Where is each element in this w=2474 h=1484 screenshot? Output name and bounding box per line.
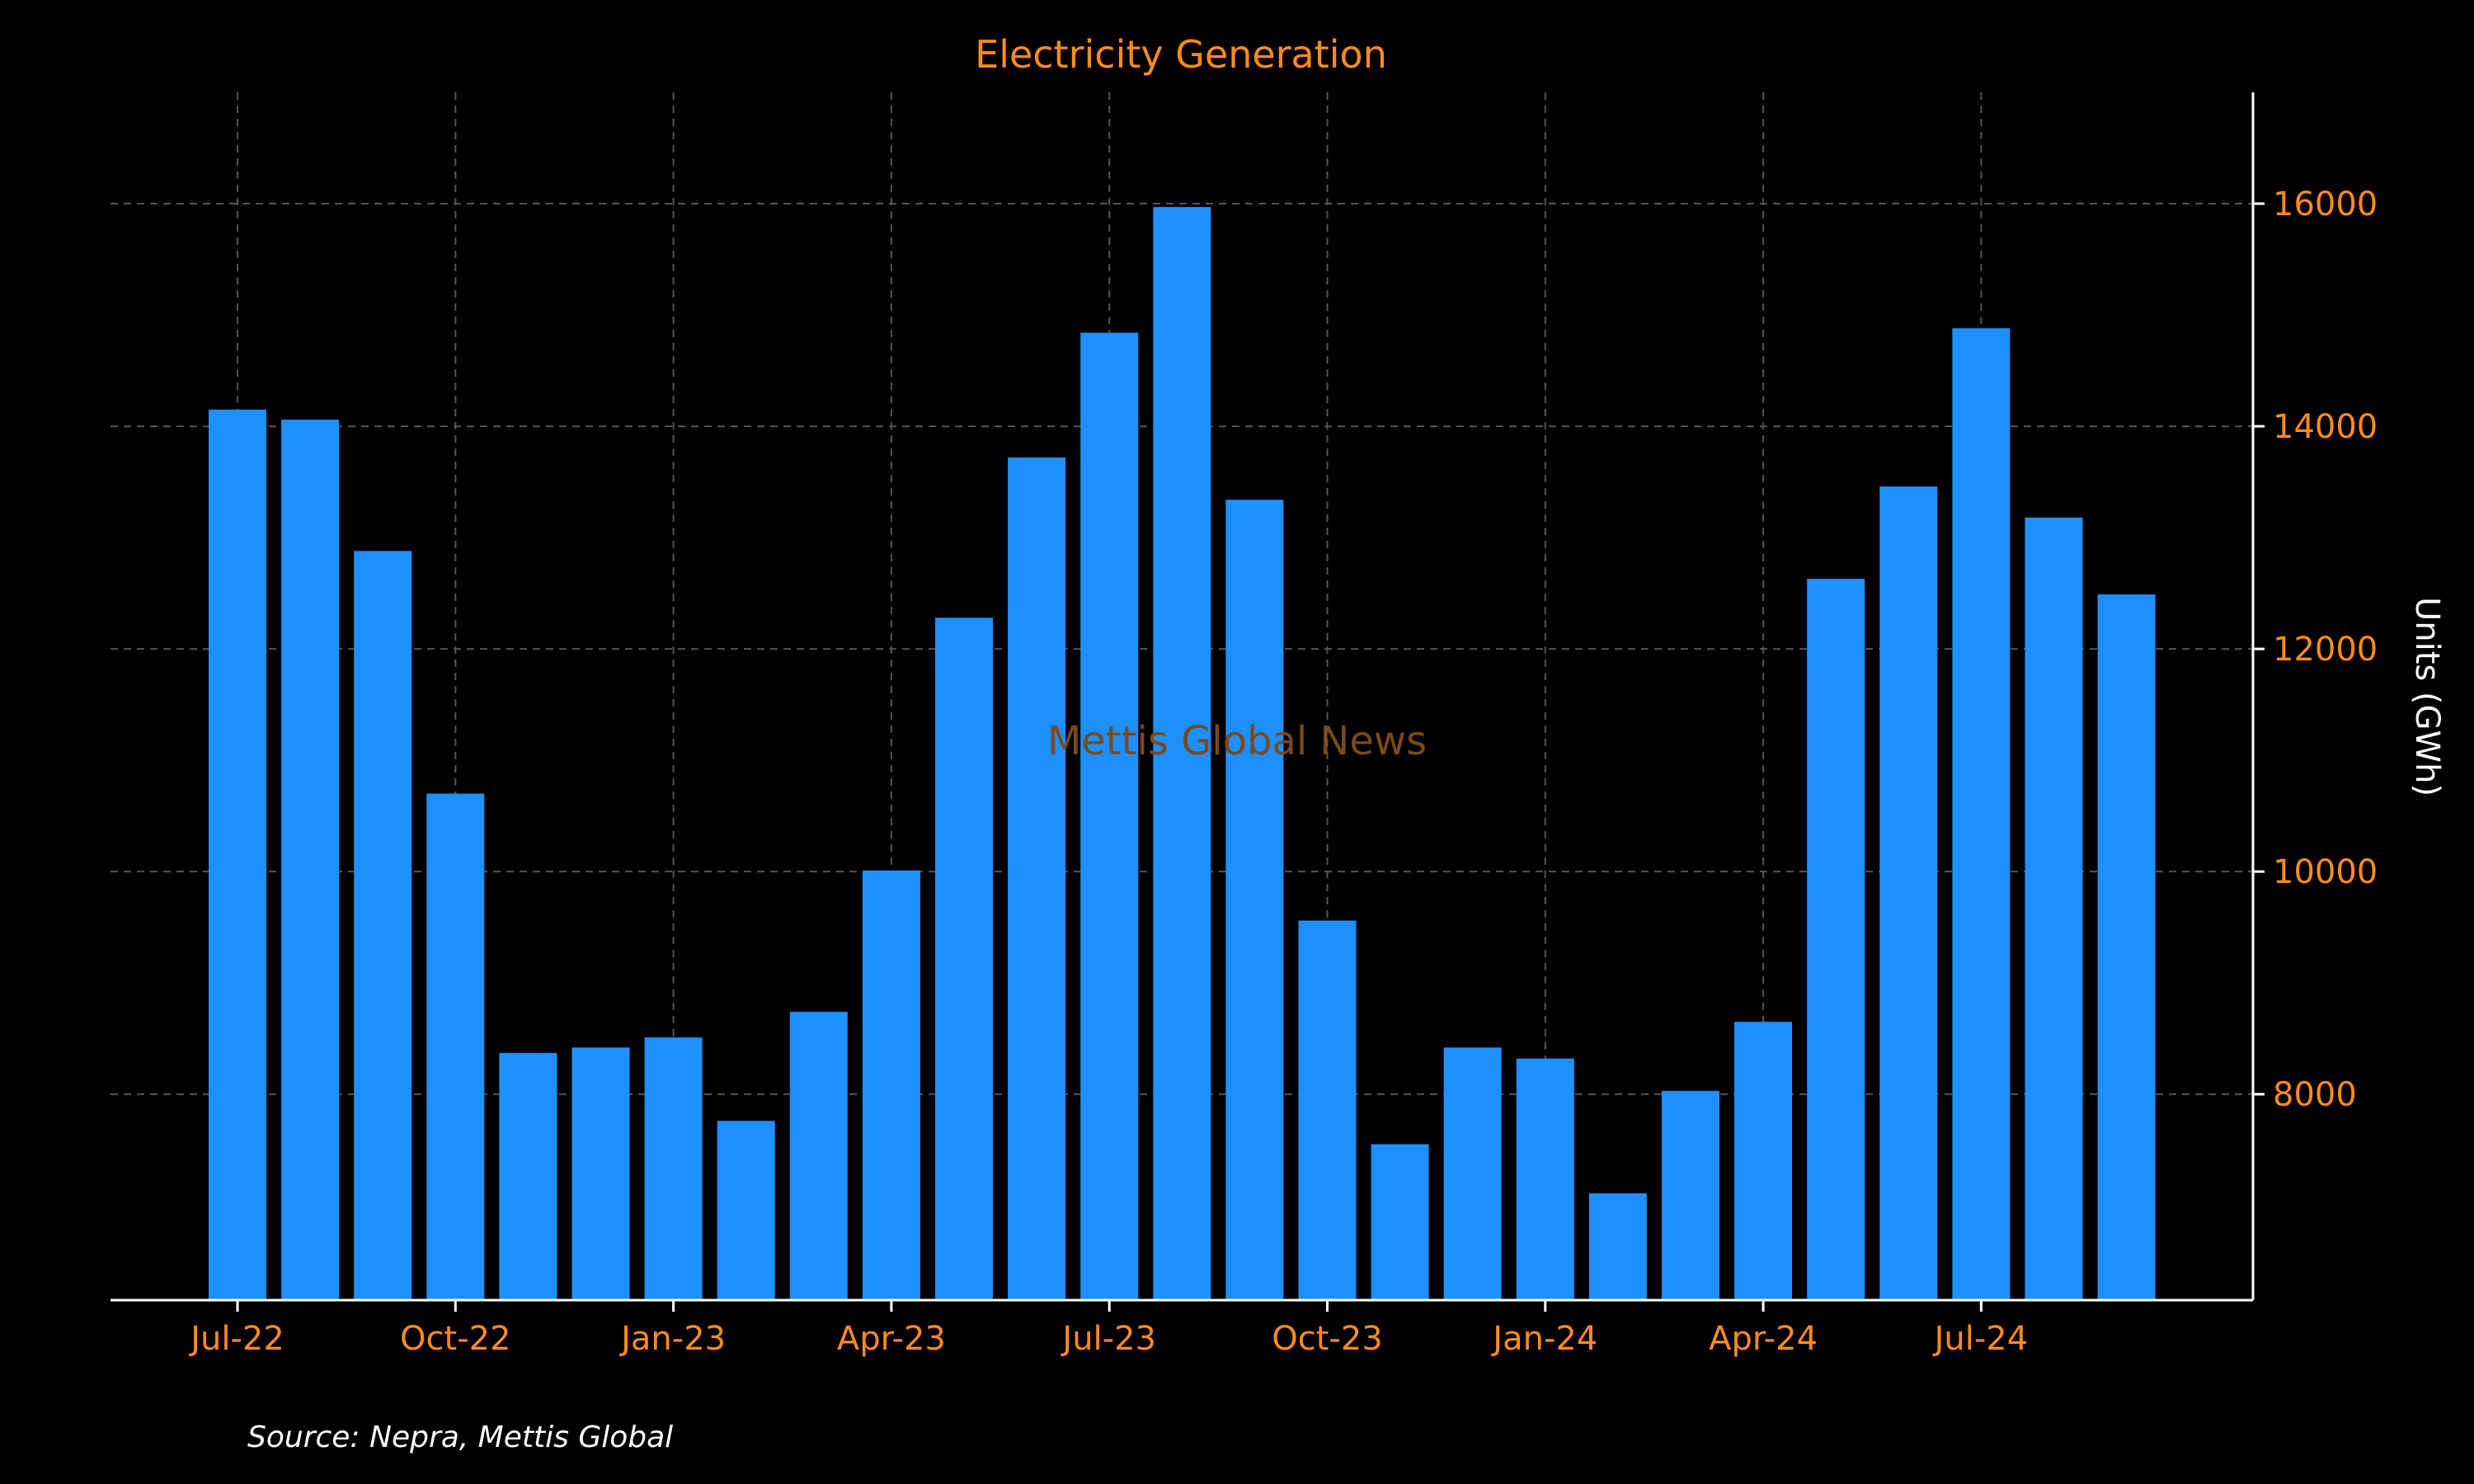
bar: [1734, 1021, 1793, 1300]
bar: [1443, 1047, 1502, 1300]
y-tick-label: 10000: [2273, 853, 2378, 891]
bar: [1371, 1144, 1429, 1300]
bar: [426, 793, 485, 1300]
bar: [1080, 332, 1139, 1301]
bar: [644, 1037, 703, 1300]
bar: [571, 1047, 630, 1300]
bar: [717, 1120, 775, 1300]
y-tick-label: 14000: [2273, 408, 2378, 446]
bar: [209, 409, 266, 1300]
x-tick-label: Jul-23: [1060, 1320, 1156, 1358]
bar: [1516, 1059, 1574, 1300]
bar: [1879, 486, 1938, 1300]
bar: [789, 1012, 848, 1300]
x-tick-label: Apr-23: [837, 1320, 946, 1358]
bar: [1952, 328, 2011, 1301]
bar: [499, 1053, 557, 1300]
y-tick-label: 12000: [2273, 631, 2378, 669]
bar: [354, 551, 412, 1300]
bar: [1298, 920, 1357, 1300]
x-axis-ticks: Jul-22 Oct-22 Jan-23 Apr-23 Jul-23 Oct-23 Jan-…: [188, 1300, 2028, 1358]
watermark: Mettis Global News: [1047, 718, 1427, 764]
bar: [1225, 500, 1284, 1300]
x-tick-label: Jan-23: [618, 1320, 726, 1358]
y-axis-ticks: 8000 10000 12000 14000 16000: [2253, 186, 2378, 1114]
bar: [935, 618, 993, 1300]
x-tick-label: Jul-24: [1932, 1320, 2029, 1358]
y-axis-label: Units (GWh): [2408, 597, 2446, 796]
bar: [1662, 1091, 1719, 1300]
bar: [1153, 207, 1211, 1301]
x-tick-label: Jul-22: [188, 1320, 285, 1358]
x-tick-label: Jan-24: [1490, 1320, 1597, 1358]
y-tick-label: 16000: [2273, 186, 2378, 223]
x-tick-label: Apr-24: [1709, 1320, 1818, 1358]
bars: [209, 207, 2156, 1301]
bar: [862, 870, 920, 1300]
bar: [281, 420, 340, 1300]
y-tick-label: 8000: [2273, 1076, 2357, 1114]
chart-title: Electricity Generation: [975, 32, 1387, 77]
bar: [1807, 579, 1865, 1300]
x-tick-label: Oct-22: [400, 1320, 511, 1358]
bar: [1008, 457, 1066, 1300]
bar: [2097, 594, 2156, 1300]
source-note: Source: Nepra, Mettis Global: [247, 1421, 673, 1454]
bar: [2025, 517, 2083, 1300]
x-tick-label: Oct-23: [1272, 1320, 1383, 1358]
bar: [1588, 1193, 1647, 1300]
